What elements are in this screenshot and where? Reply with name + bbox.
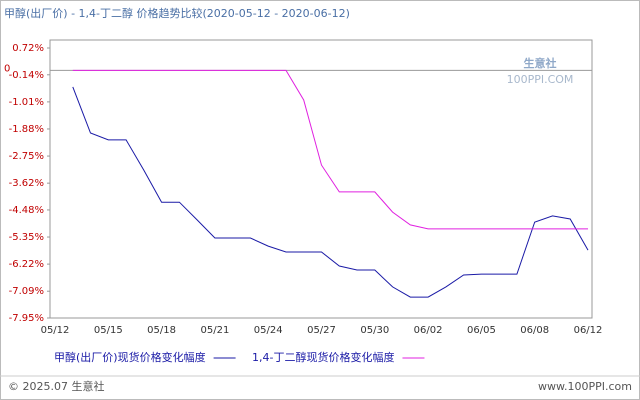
x-tick-label: 05/24	[254, 325, 283, 336]
y-tick-label: -0.14%	[9, 70, 44, 81]
x-tick-label: 05/18	[147, 325, 176, 336]
y-tick-label: -7.09%	[9, 286, 44, 297]
x-tick-label: 05/21	[200, 325, 229, 336]
x-tick-label: 05/15	[94, 325, 123, 336]
x-tick-label: 06/12	[574, 325, 603, 336]
y-tick-label: -4.48%	[9, 205, 44, 216]
y-tick-label: -7.95%	[9, 313, 44, 324]
x-tick-label: 05/30	[360, 325, 389, 336]
watermark-site: 100PPI.COM	[507, 73, 574, 86]
chart-title: 甲醇(出厂价) - 1,4-丁二醇 价格趋势比较(2020-05-12 - 20…	[4, 6, 350, 20]
y-tick-label: 0.72%	[12, 43, 44, 54]
x-tick-label: 06/05	[467, 325, 496, 336]
footer-left: © 2025.07 生意社	[8, 379, 104, 393]
legend-label: 1,4-丁二醇现货价格变化幅度	[252, 350, 394, 364]
series-line	[72, 86, 589, 298]
plot-area	[49, 39, 593, 319]
x-tick-label: 05/12	[41, 325, 70, 336]
y-tick-label: -2.75%	[9, 151, 44, 162]
watermark-name: 生意社	[524, 56, 557, 70]
footer-right: www.100PPI.com	[538, 380, 632, 393]
y-tick-label: -6.22%	[9, 259, 44, 270]
y-tick-label: -1.88%	[9, 124, 44, 135]
y-tick-label: -3.62%	[9, 178, 44, 189]
y-tick-label: -5.35%	[9, 232, 44, 243]
x-tick-label: 06/08	[520, 325, 549, 336]
zero-label: 0	[4, 63, 10, 74]
legend-label: 甲醇(出厂价)现货价格变化幅度	[54, 350, 206, 364]
y-tick-label: -1.01%	[9, 97, 44, 108]
x-tick-label: 06/02	[414, 325, 443, 336]
series-line	[72, 69, 588, 230]
x-tick-label: 05/27	[307, 325, 336, 336]
